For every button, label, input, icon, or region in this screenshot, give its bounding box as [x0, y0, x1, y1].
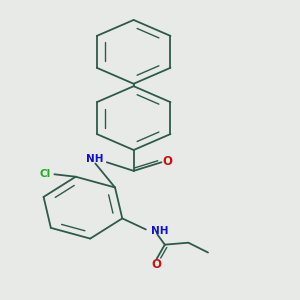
Text: NH: NH — [85, 154, 103, 164]
Text: O: O — [162, 154, 172, 167]
Text: Cl: Cl — [40, 169, 51, 179]
Text: O: O — [151, 258, 161, 271]
Text: NH: NH — [151, 226, 168, 236]
